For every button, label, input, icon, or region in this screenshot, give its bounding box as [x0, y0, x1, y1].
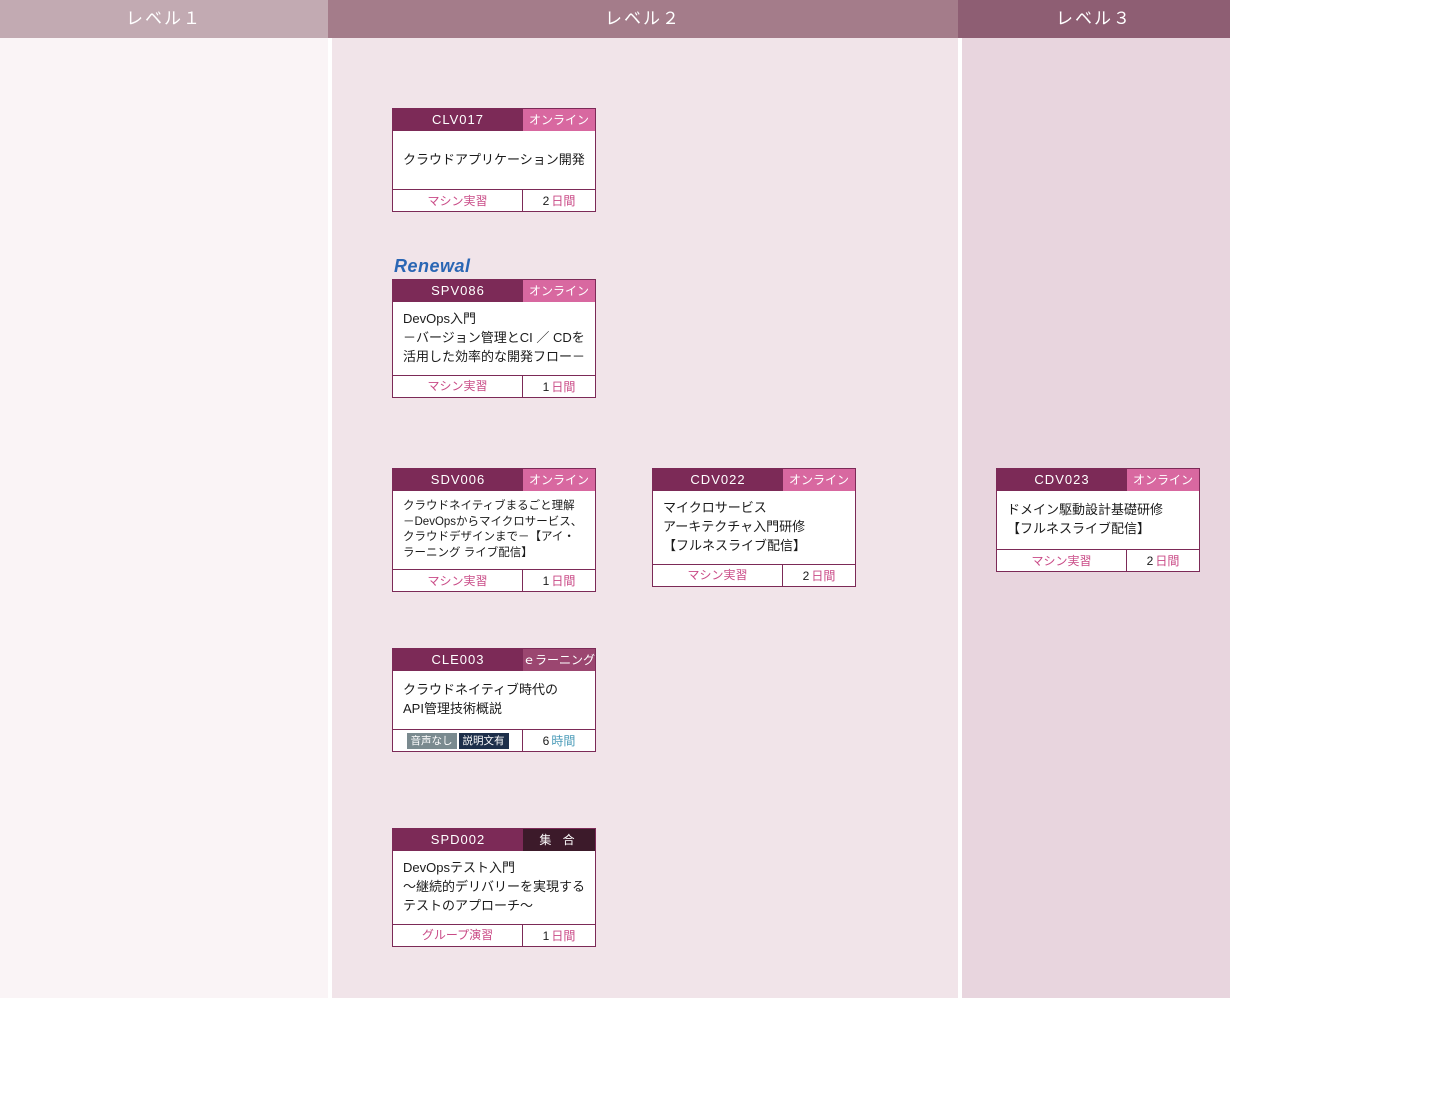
- course-card-cle003[interactable]: CLE003 ｅラーニング クラウドネイティブ時代のAPI管理技術概説 音声なし…: [392, 648, 596, 752]
- card-head: CLV017 オンライン: [393, 109, 595, 131]
- course-card-spv086[interactable]: SPV086 オンライン DevOps入門－バージョン管理とCI ／ CDを活用…: [392, 279, 596, 398]
- card-duration: 2日間: [523, 190, 595, 211]
- card-duration: 1日間: [523, 376, 595, 397]
- card-slot-cdv022: CDV022 オンライン マイクロサービスアーキテクチャ入門研修【フルネスライブ…: [652, 468, 856, 587]
- card-title: DevOps入門－バージョン管理とCI ／ CDを活用した効率的な開発フロー－: [393, 302, 595, 375]
- course-board: レベル１ レベル２ CLV017 オンライン クラウドアプリケーション開発 マシ…: [0, 0, 1230, 998]
- card-format: オンライン: [523, 469, 595, 491]
- column-header-level3: レベル３: [958, 0, 1230, 38]
- card-format: オンライン: [523, 280, 595, 302]
- card-slot-spv086: Renewal SPV086 オンライン DevOps入門－バージョン管理とCI…: [392, 256, 596, 398]
- card-slot-sdv006: SDV006 オンライン クラウドネイティブまるごと理解－DevOpsからマイク…: [392, 468, 596, 592]
- card-code: SPV086: [393, 280, 523, 302]
- card-head: CDV022 オンライン: [653, 469, 855, 491]
- card-duration: 2日間: [1127, 550, 1199, 571]
- card-slot-spd002: SPD002 集 合 DevOpsテスト入門～継続的デリバリーを実現するテストの…: [392, 828, 596, 947]
- card-duration: 2日間: [783, 565, 855, 586]
- column-body-level1: [0, 38, 328, 998]
- card-format: オンライン: [523, 109, 595, 131]
- card-slot-cdv023: CDV023 オンライン ドメイン駆動設計基礎研修【フルネスライブ配信】 マシン…: [996, 468, 1200, 572]
- card-format: オンライン: [1127, 469, 1199, 491]
- card-code: SDV006: [393, 469, 523, 491]
- card-code: CLE003: [393, 649, 523, 671]
- column-body-level3: CDV023 オンライン ドメイン駆動設計基礎研修【フルネスライブ配信】 マシン…: [958, 38, 1230, 998]
- card-code: CDV022: [653, 469, 783, 491]
- card-slot-cle003: CLE003 ｅラーニング クラウドネイティブ時代のAPI管理技術概説 音声なし…: [392, 648, 596, 752]
- card-code: CDV023: [997, 469, 1127, 491]
- column-header-level2: レベル２: [328, 0, 958, 38]
- course-card-spd002[interactable]: SPD002 集 合 DevOpsテスト入門～継続的デリバリーを実現するテストの…: [392, 828, 596, 947]
- card-mode: マシン実習: [393, 190, 523, 211]
- card-format: オンライン: [783, 469, 855, 491]
- column-level3: レベル３ CDV023 オンライン ドメイン駆動設計基礎研修【フルネスライブ配信…: [958, 0, 1230, 998]
- column-header-level1: レベル１: [0, 0, 328, 38]
- card-title: クラウドアプリケーション開発: [393, 131, 595, 189]
- pill-no-audio: 音声なし: [407, 733, 457, 749]
- card-duration: 1日間: [523, 570, 595, 591]
- card-head: CDV023 オンライン: [997, 469, 1199, 491]
- card-title: クラウドネイティブまるごと理解－DevOpsからマイクロサービス、クラウドデザイ…: [393, 491, 595, 569]
- card-title: クラウドネイティブ時代のAPI管理技術概説: [393, 671, 595, 729]
- column-body-level2: CLV017 オンライン クラウドアプリケーション開発 マシン実習 2日間 Re…: [328, 38, 958, 998]
- course-card-sdv006[interactable]: SDV006 オンライン クラウドネイティブまるごと理解－DevOpsからマイク…: [392, 468, 596, 592]
- card-duration: 6時間: [523, 730, 595, 751]
- card-foot: マシン実習 2日間: [393, 189, 595, 211]
- card-mode: グループ演習: [393, 925, 523, 946]
- column-level2: レベル２ CLV017 オンライン クラウドアプリケーション開発 マシン実習 2…: [328, 0, 958, 998]
- card-slot-clv017: CLV017 オンライン クラウドアプリケーション開発 マシン実習 2日間: [392, 108, 596, 212]
- card-foot: マシン実習 1日間: [393, 569, 595, 591]
- card-foot: 音声なし説明文有 6時間: [393, 729, 595, 751]
- card-head: CLE003 ｅラーニング: [393, 649, 595, 671]
- renewal-badge: Renewal: [394, 256, 596, 277]
- card-mode: マシン実習: [653, 565, 783, 586]
- card-foot: マシン実習 1日間: [393, 375, 595, 397]
- card-head: SDV006 オンライン: [393, 469, 595, 491]
- pill-has-text: 説明文有: [459, 733, 509, 749]
- course-card-clv017[interactable]: CLV017 オンライン クラウドアプリケーション開発 マシン実習 2日間: [392, 108, 596, 212]
- card-mode: 音声なし説明文有: [393, 730, 523, 751]
- card-mode: マシン実習: [997, 550, 1127, 571]
- card-duration: 1日間: [523, 925, 595, 946]
- card-foot: グループ演習 1日間: [393, 924, 595, 946]
- card-title: マイクロサービスアーキテクチャ入門研修【フルネスライブ配信】: [653, 491, 855, 564]
- card-format: 集 合: [523, 829, 595, 851]
- column-level1: レベル１: [0, 0, 328, 998]
- card-title: ドメイン駆動設計基礎研修【フルネスライブ配信】: [997, 491, 1199, 549]
- course-card-cdv022[interactable]: CDV022 オンライン マイクロサービスアーキテクチャ入門研修【フルネスライブ…: [652, 468, 856, 587]
- card-head: SPV086 オンライン: [393, 280, 595, 302]
- card-code: SPD002: [393, 829, 523, 851]
- card-foot: マシン実習 2日間: [653, 564, 855, 586]
- course-card-cdv023[interactable]: CDV023 オンライン ドメイン駆動設計基礎研修【フルネスライブ配信】 マシン…: [996, 468, 1200, 572]
- card-mode: マシン実習: [393, 570, 523, 591]
- card-foot: マシン実習 2日間: [997, 549, 1199, 571]
- card-code: CLV017: [393, 109, 523, 131]
- card-head: SPD002 集 合: [393, 829, 595, 851]
- card-title: DevOpsテスト入門～継続的デリバリーを実現するテストのアプローチ～: [393, 851, 595, 924]
- card-format: ｅラーニング: [523, 649, 595, 671]
- card-mode: マシン実習: [393, 376, 523, 397]
